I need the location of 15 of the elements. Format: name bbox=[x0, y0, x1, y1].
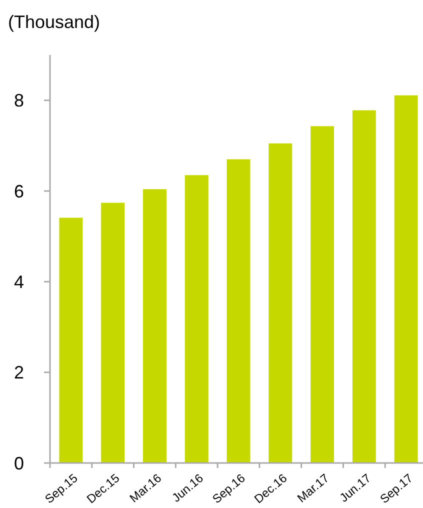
bar bbox=[142, 189, 166, 463]
y-tick-label: 8 bbox=[14, 90, 24, 111]
bar bbox=[59, 218, 83, 463]
bar bbox=[184, 175, 208, 463]
y-tick-label: 4 bbox=[14, 272, 24, 292]
bar bbox=[394, 95, 418, 463]
y-axis-title: (Thousand) bbox=[8, 12, 100, 32]
y-tick-label: 6 bbox=[14, 181, 24, 202]
bar bbox=[268, 143, 292, 463]
y-tick-label: 2 bbox=[14, 362, 24, 383]
y-tick-label: 0 bbox=[14, 453, 24, 474]
bar bbox=[226, 159, 250, 463]
bar bbox=[310, 126, 334, 463]
bar bbox=[352, 110, 376, 463]
bar bbox=[101, 202, 125, 463]
